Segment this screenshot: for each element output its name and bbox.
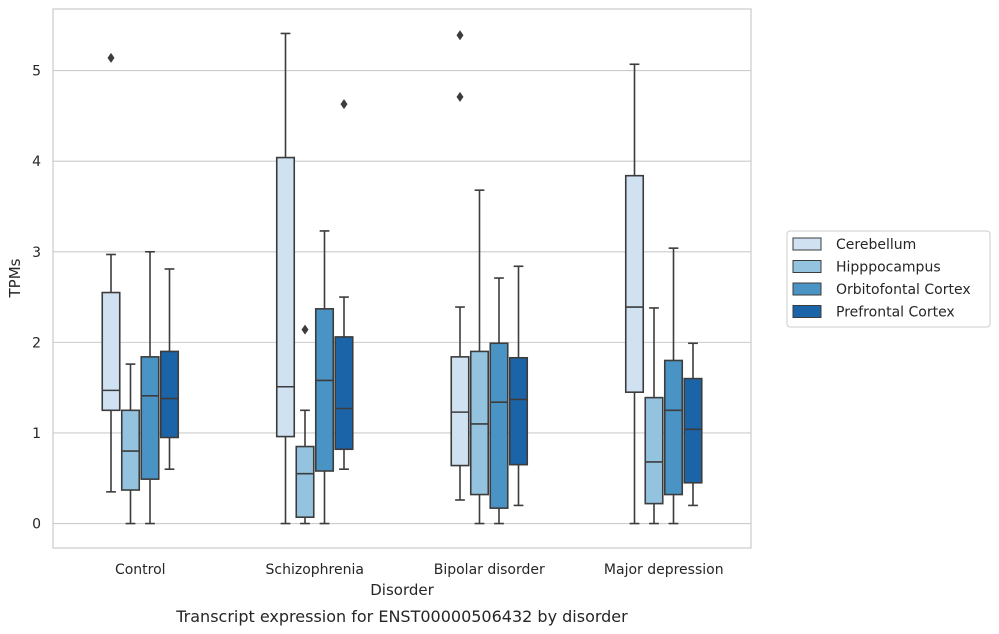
box [508, 356, 529, 466]
legend: Cerebellum Hipppocampus Orbitofontal Corte… [786, 230, 991, 328]
y-tick-label: 3 [32, 245, 41, 261]
box-series [101, 30, 703, 525]
x-tick-label: Major depression [604, 562, 724, 578]
chart-caption: Transcript expression for ENST0000050643… [175, 607, 628, 626]
box [314, 308, 335, 472]
plot-area-frame [52, 8, 752, 549]
box [120, 409, 141, 491]
box [644, 396, 664, 505]
y-tick-label: 1 [32, 426, 41, 442]
y-tick-label: 0 [32, 517, 41, 533]
box [295, 445, 315, 518]
x-tick-label: Schizophrenia [266, 562, 364, 578]
outlier-point [340, 99, 348, 110]
y-tick-label: 4 [32, 154, 41, 170]
x-tick-label: Control [115, 562, 166, 578]
box [469, 350, 490, 496]
legend-swatch [792, 260, 822, 273]
box [624, 174, 645, 393]
x-axis-label: Disorder [370, 581, 434, 599]
box [683, 377, 703, 484]
series-hipppocampus [120, 189, 664, 525]
y-axis-ticks: 0 1 2 3 4 5 [32, 64, 41, 533]
x-axis-ticks: Control Schizophrenia Bipolar disorder Majo… [115, 562, 724, 578]
box [140, 356, 160, 480]
box [663, 359, 684, 496]
outlier-point [456, 30, 464, 41]
legend-swatch [792, 237, 822, 251]
outlier-point [456, 91, 464, 102]
legend-label: Orbitofontal Cortex [836, 282, 971, 298]
y-tick-label: 2 [32, 335, 41, 351]
series-orbitofontal-cortex [140, 230, 684, 525]
legend-label: Prefrontal Cortex [836, 305, 955, 321]
box [159, 350, 180, 439]
legend-swatch [792, 305, 822, 318]
box [450, 356, 470, 467]
box [334, 336, 354, 451]
outlier-point [301, 324, 309, 335]
legend-label: Cerebellum [836, 237, 916, 253]
legend-frame [786, 230, 991, 328]
box [489, 342, 509, 509]
series-prefrontal-cortex [159, 99, 703, 507]
box [101, 291, 121, 412]
legend-swatch [792, 282, 822, 296]
x-tick-label: Bipolar disorder [434, 562, 545, 578]
series-cerebellum [101, 30, 645, 525]
outlier-point [107, 52, 115, 63]
box [275, 156, 296, 438]
y-tick-label: 5 [32, 64, 41, 80]
y-axis-label: TPMs [6, 258, 24, 298]
legend-label: Hipppocampus [836, 260, 941, 276]
